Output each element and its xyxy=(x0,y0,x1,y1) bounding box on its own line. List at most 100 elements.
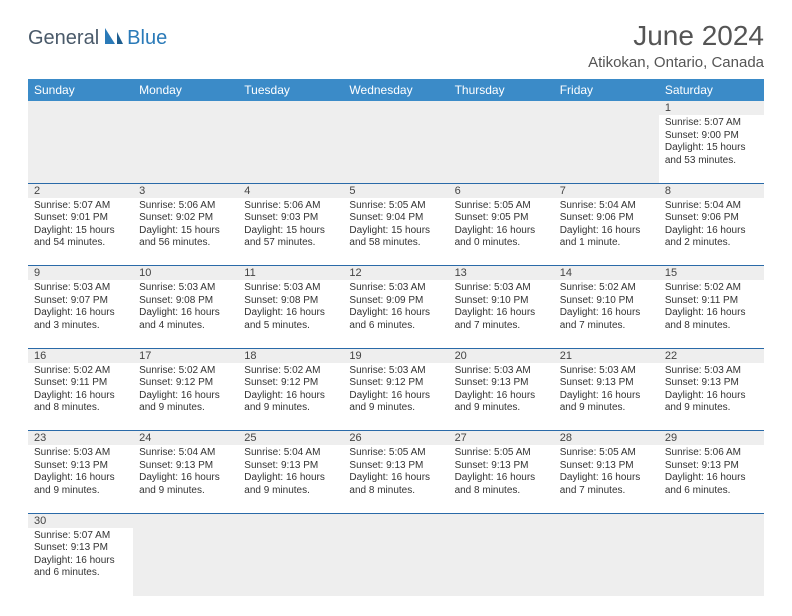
day-number-cell: 19 xyxy=(343,348,448,363)
location-line: Atikokan, Ontario, Canada xyxy=(588,54,764,71)
daylight-line: Daylight: 16 hours xyxy=(139,472,232,485)
day-number-cell xyxy=(659,513,764,528)
sunset-line: Sunset: 9:13 PM xyxy=(349,460,442,473)
daylight-line: Daylight: 16 hours xyxy=(349,390,442,403)
day-number-cell xyxy=(554,513,659,528)
day-cell: Sunrise: 5:07 AMSunset: 9:13 PMDaylight:… xyxy=(28,528,133,596)
sunset-line: Sunset: 9:13 PM xyxy=(560,460,653,473)
day-number-cell: 1 xyxy=(659,101,764,115)
day-cell: Sunrise: 5:04 AMSunset: 9:13 PMDaylight:… xyxy=(238,445,343,513)
sunset-line: Sunset: 9:12 PM xyxy=(349,377,442,390)
sunrise-line: Sunrise: 5:03 AM xyxy=(665,365,758,378)
day-cell: Sunrise: 5:02 AMSunset: 9:10 PMDaylight:… xyxy=(554,280,659,348)
daylight-line: Daylight: 15 hours xyxy=(665,142,758,155)
daylight-line: and 9 minutes. xyxy=(244,402,337,415)
sunset-line: Sunset: 9:13 PM xyxy=(455,377,548,390)
day-number-cell: 3 xyxy=(133,183,238,198)
day-number-row: 9101112131415 xyxy=(28,266,764,281)
sunset-line: Sunset: 9:13 PM xyxy=(34,542,127,555)
day-cell: Sunrise: 5:03 AMSunset: 9:13 PMDaylight:… xyxy=(659,363,764,431)
sunset-line: Sunset: 9:01 PM xyxy=(34,212,127,225)
weekday-header: Tuesday xyxy=(238,79,343,101)
empty-cell xyxy=(449,115,554,183)
day-number-cell xyxy=(28,101,133,115)
weekday-header: Saturday xyxy=(659,79,764,101)
sunrise-line: Sunrise: 5:06 AM xyxy=(665,447,758,460)
day-number-row: 30 xyxy=(28,513,764,528)
day-number-cell xyxy=(343,513,448,528)
day-cell: Sunrise: 5:07 AMSunset: 9:00 PMDaylight:… xyxy=(659,115,764,183)
empty-cell xyxy=(28,115,133,183)
day-cell: Sunrise: 5:07 AMSunset: 9:01 PMDaylight:… xyxy=(28,198,133,266)
daylight-line: and 9 minutes. xyxy=(455,402,548,415)
empty-cell xyxy=(238,528,343,596)
sunrise-line: Sunrise: 5:03 AM xyxy=(349,282,442,295)
sunrise-line: Sunrise: 5:02 AM xyxy=(665,282,758,295)
day-number-cell: 17 xyxy=(133,348,238,363)
sunset-line: Sunset: 9:11 PM xyxy=(34,377,127,390)
daylight-line: and 4 minutes. xyxy=(139,320,232,333)
daylight-line: and 9 minutes. xyxy=(34,485,127,498)
sunrise-line: Sunrise: 5:05 AM xyxy=(349,200,442,213)
sunrise-line: Sunrise: 5:05 AM xyxy=(349,447,442,460)
sunset-line: Sunset: 9:09 PM xyxy=(349,295,442,308)
daylight-line: Daylight: 15 hours xyxy=(349,225,442,238)
sunrise-line: Sunrise: 5:02 AM xyxy=(34,365,127,378)
sunset-line: Sunset: 9:11 PM xyxy=(665,295,758,308)
sunset-line: Sunset: 9:10 PM xyxy=(560,295,653,308)
sunset-line: Sunset: 9:13 PM xyxy=(34,460,127,473)
week-row: Sunrise: 5:07 AMSunset: 9:01 PMDaylight:… xyxy=(28,198,764,266)
week-row: Sunrise: 5:02 AMSunset: 9:11 PMDaylight:… xyxy=(28,363,764,431)
daylight-line: and 7 minutes. xyxy=(560,320,653,333)
day-number-cell xyxy=(238,513,343,528)
daylight-line: Daylight: 16 hours xyxy=(244,307,337,320)
day-cell: Sunrise: 5:04 AMSunset: 9:13 PMDaylight:… xyxy=(133,445,238,513)
day-number-row: 16171819202122 xyxy=(28,348,764,363)
day-number-cell: 12 xyxy=(343,266,448,281)
weekday-header: Sunday xyxy=(28,79,133,101)
daylight-line: Daylight: 16 hours xyxy=(139,307,232,320)
day-cell: Sunrise: 5:02 AMSunset: 9:11 PMDaylight:… xyxy=(659,280,764,348)
week-row: Sunrise: 5:07 AMSunset: 9:00 PMDaylight:… xyxy=(28,115,764,183)
daylight-line: and 6 minutes. xyxy=(665,485,758,498)
sunrise-line: Sunrise: 5:03 AM xyxy=(34,447,127,460)
day-number-cell: 11 xyxy=(238,266,343,281)
daylight-line: Daylight: 16 hours xyxy=(34,390,127,403)
daylight-line: Daylight: 16 hours xyxy=(34,307,127,320)
empty-cell xyxy=(343,528,448,596)
calendar-body: 1Sunrise: 5:07 AMSunset: 9:00 PMDaylight… xyxy=(28,101,764,596)
sunset-line: Sunset: 9:13 PM xyxy=(665,377,758,390)
day-cell: Sunrise: 5:06 AMSunset: 9:02 PMDaylight:… xyxy=(133,198,238,266)
daylight-line: Daylight: 16 hours xyxy=(34,472,127,485)
day-number-cell: 20 xyxy=(449,348,554,363)
day-cell: Sunrise: 5:06 AMSunset: 9:13 PMDaylight:… xyxy=(659,445,764,513)
sunset-line: Sunset: 9:02 PM xyxy=(139,212,232,225)
day-cell: Sunrise: 5:03 AMSunset: 9:13 PMDaylight:… xyxy=(28,445,133,513)
day-cell: Sunrise: 5:03 AMSunset: 9:13 PMDaylight:… xyxy=(554,363,659,431)
day-number-row: 2345678 xyxy=(28,183,764,198)
daylight-line: and 9 minutes. xyxy=(560,402,653,415)
sunrise-line: Sunrise: 5:03 AM xyxy=(455,282,548,295)
day-number-cell: 24 xyxy=(133,431,238,446)
day-cell: Sunrise: 5:03 AMSunset: 9:09 PMDaylight:… xyxy=(343,280,448,348)
sunrise-line: Sunrise: 5:06 AM xyxy=(139,200,232,213)
daylight-line: Daylight: 16 hours xyxy=(560,307,653,320)
day-cell: Sunrise: 5:03 AMSunset: 9:08 PMDaylight:… xyxy=(238,280,343,348)
daylight-line: and 8 minutes. xyxy=(349,485,442,498)
day-number-cell: 15 xyxy=(659,266,764,281)
weekday-header: Friday xyxy=(554,79,659,101)
sunset-line: Sunset: 9:06 PM xyxy=(665,212,758,225)
day-number-cell: 18 xyxy=(238,348,343,363)
sunset-line: Sunset: 9:13 PM xyxy=(560,377,653,390)
day-number-cell: 6 xyxy=(449,183,554,198)
week-row: Sunrise: 5:03 AMSunset: 9:07 PMDaylight:… xyxy=(28,280,764,348)
sunset-line: Sunset: 9:10 PM xyxy=(455,295,548,308)
daylight-line: Daylight: 15 hours xyxy=(244,225,337,238)
day-number-cell xyxy=(449,513,554,528)
sunrise-line: Sunrise: 5:03 AM xyxy=(455,365,548,378)
daylight-line: and 58 minutes. xyxy=(349,237,442,250)
day-number-cell: 26 xyxy=(343,431,448,446)
sunset-line: Sunset: 9:13 PM xyxy=(244,460,337,473)
daylight-line: and 8 minutes. xyxy=(34,402,127,415)
day-number-cell: 5 xyxy=(343,183,448,198)
